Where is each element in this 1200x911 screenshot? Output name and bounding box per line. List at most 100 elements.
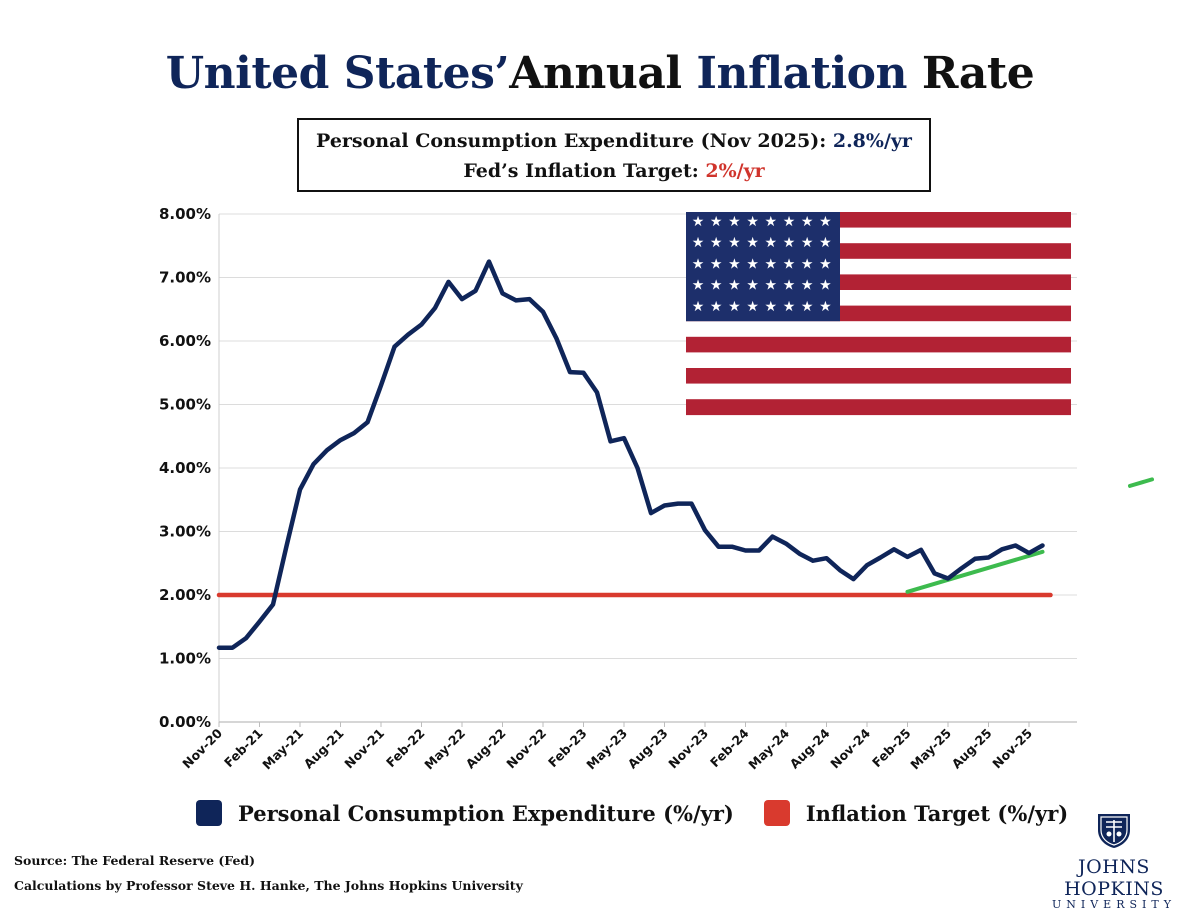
legend-swatch-pce [196,800,222,826]
flag-star-icon: ★ [746,214,759,230]
flag-star-icon: ★ [746,299,759,315]
flag-stripe [686,399,1071,416]
flag-canton [686,212,840,322]
flag-star-icon: ★ [819,299,832,315]
x-tick-label: Feb-22 [383,726,428,771]
flag-stripe [686,368,1071,384]
x-tick-label: May-24 [745,725,792,772]
info-line-1-label: Personal Consumption Expenditure (Nov 20… [316,130,833,152]
x-tick-label: May-22 [421,726,468,773]
title-part-2: Annual [509,48,697,99]
x-tick-label: Feb-25 [869,726,914,771]
flag-star-icon: ★ [728,214,741,230]
series-line-pce [216,259,1045,650]
x-tick-label: Aug-23 [625,726,671,772]
y-axis: 0.00% 1.00% 2.00% 3.00% 4.00% 5.00% 6.00% 7.00%… [159,205,211,731]
flag-star-icon: ★ [765,214,778,230]
flag-star-icon: ★ [783,299,796,315]
flag-star-icon: ★ [783,278,796,294]
chart-legend: Personal Consumption Expenditure (%/yr) … [196,796,1098,830]
x-tick-label: Nov-20 [179,725,225,771]
flag-star-icon: ★ [746,235,759,251]
source-line: Source: The Federal Reserve (Fed) [14,853,256,868]
x-tick-label: Feb-21 [221,726,266,771]
flag-star-icon: ★ [783,214,796,230]
x-tick-label: Aug-21 [301,726,347,772]
title-part-3: Inflation [696,48,908,99]
trend-line-extension [1128,477,1154,488]
flag-star-icon: ★ [710,256,723,272]
flag-star-icon: ★ [819,214,832,230]
info-line-2-label: Fed’s Inflation Target: [463,160,706,182]
flag-star-icon: ★ [801,256,814,272]
x-tick-label: Aug-22 [463,726,509,772]
flag-star-icon: ★ [765,256,778,272]
jhu-sub: UNIVERSITY [1052,898,1176,911]
trend-line [905,549,1045,594]
flag-star-icon: ★ [710,299,723,315]
y-tick-label: 0.00% [159,713,211,731]
info-line-1-value: 2.8%/yr [832,130,912,152]
title-part-1: United States’ [165,48,510,99]
flag-star-icon: ★ [692,278,705,294]
x-tick-label: Aug-25 [949,726,995,772]
flag-star-icon: ★ [819,256,832,272]
y-tick-label: 8.00% [159,205,211,223]
y-tick-label: 3.00% [159,523,211,541]
flag-star-icon: ★ [801,235,814,251]
flag-stripe [686,352,1071,369]
flag-star-icon: ★ [710,214,723,230]
flag-star-icon: ★ [801,214,814,230]
legend-item-target: Inflation Target (%/yr) [763,800,1068,826]
flag-star-icon: ★ [765,299,778,315]
flag-star-icon: ★ [728,256,741,272]
flag-star-icon: ★ [765,235,778,251]
chart-series [216,259,1154,650]
flag-star-icon: ★ [819,235,832,251]
source-notes: Source: The Federal Reserve (Fed) Calcul… [14,848,523,898]
x-tick-label: Nov-25 [989,726,1035,772]
legend-label-pce: Personal Consumption Expenditure (%/yr) [238,800,734,826]
flag-star-icon: ★ [765,278,778,294]
flag-star-icon: ★ [692,214,705,230]
flag-star-icon: ★ [783,235,796,251]
flag-star-icon: ★ [728,235,741,251]
flag-star-icon: ★ [728,278,741,294]
x-tick-label: Aug-24 [787,725,833,771]
flag-star-icon: ★ [746,256,759,272]
y-tick-label: 2.00% [159,586,211,604]
y-tick-label: 5.00% [159,396,211,414]
flag-star-icon: ★ [692,299,705,315]
flag-star-icon: ★ [783,256,796,272]
x-axis: Nov-20Feb-21May-21Aug-21Nov-21Feb-22May-… [179,722,1035,772]
x-tick-label: May-23 [583,726,630,773]
x-tick-label: Nov-24 [827,725,873,771]
flag-star-icon: ★ [819,278,832,294]
flag-star-icon: ★ [692,256,705,272]
y-tick-label: 1.00% [159,650,211,668]
x-tick-label: May-25 [907,726,954,773]
x-tick-label: Nov-21 [341,726,387,772]
x-tick-label: Nov-22 [503,726,549,772]
calc-line: Calculations by Professor Steve H. Hanke… [14,878,523,893]
flag-star-icon: ★ [692,235,705,251]
y-tick-label: 4.00% [159,459,211,477]
jhu-name: JOHNS HOPKINS [1064,856,1164,900]
legend-item-pce: Personal Consumption Expenditure (%/yr) [196,800,734,826]
chart-title: United States’Annual Inflation Rate [0,48,1200,99]
jhu-logo: JOHNS HOPKINS UNIVERSITY [1036,810,1192,911]
legend-swatch-target [763,800,790,826]
y-tick-label: 7.00% [159,269,211,287]
flag-stripe [686,321,1071,338]
x-tick-label: Feb-23 [545,726,590,771]
us-flag-image: ★ ★ ★ ★ ★ ★ ★ ★ ★ ★ ★ ★ ★ ★ ★ ★ ★ ★ ★ ★ ★ ★ ★ ★ ★ ★ ★ ★ ★ ★ ★ ★ ★ ★ ★ ★ ★ ★ ★ ★ [686,212,1071,416]
flag-star-icon: ★ [728,299,741,315]
flag-stripe [686,383,1071,400]
x-tick-label: Feb-24 [707,725,752,770]
flag-star-icon: ★ [801,278,814,294]
jhu-shield-icon [1098,814,1130,848]
x-tick-label: May-21 [259,726,306,773]
y-tick-label: 6.00% [159,332,211,350]
title-part-4: Rate [907,48,1035,99]
